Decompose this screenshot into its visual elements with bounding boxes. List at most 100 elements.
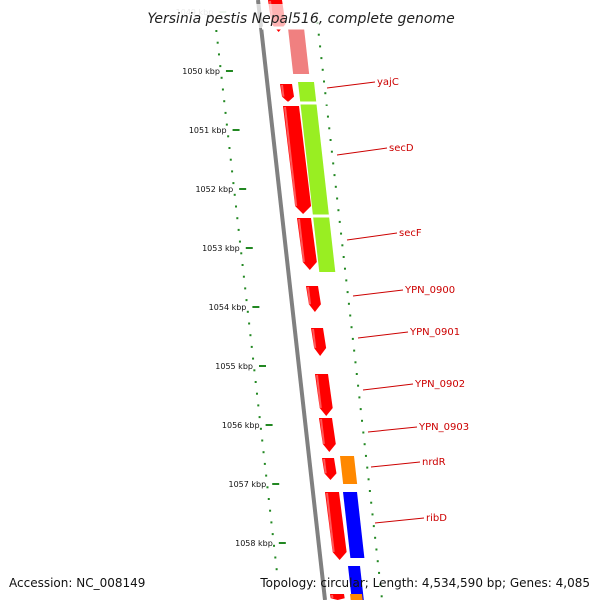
gene-label-secd: secD [389, 143, 414, 154]
gene-leader-line [326, 81, 376, 89]
gene-label-ypn_0901: YPN_0901 [409, 327, 460, 338]
cds-arrow-body [311, 328, 327, 356]
inner-ruler-dot [252, 357, 255, 360]
title-backdrop [140, 4, 460, 28]
outer-ruler-dot [364, 454, 367, 457]
inner-ruler-dot [225, 123, 228, 126]
outer-ruler-dot [359, 408, 362, 411]
cds-arrow-highlight [326, 492, 335, 553]
outer-ruler-dot [317, 33, 320, 36]
outer-ruler-dot [372, 525, 375, 528]
outer-ruler-dot [337, 209, 340, 212]
gene-leader-line [357, 331, 409, 339]
outer-ruler-dot [354, 361, 357, 364]
gene-label-group: yajC secD secF YPN_0900 YPN_0901 YPN_0902 YPN_… [326, 77, 469, 524]
outer-ruler-dot [338, 220, 341, 223]
lime-gene-block [298, 82, 336, 272]
inner-ruler-dot [275, 568, 278, 571]
accession-text: Accession: NC_008149 [9, 576, 146, 590]
cds-arrow [315, 374, 333, 416]
cds-arrow [280, 84, 295, 102]
ruler-tick-label: 1058 kbp [235, 539, 273, 548]
outer-ruler-dot [351, 337, 354, 340]
ruler-major-tick [239, 188, 247, 190]
cds-arrow [311, 328, 327, 356]
inner-ruler-dot [228, 147, 231, 149]
outer-ruler-dot [325, 103, 328, 106]
cds-arrow [283, 106, 312, 214]
gene-label-yajc: yajC [377, 77, 399, 88]
inner-ruler-dot [237, 228, 240, 231]
inner-ruler-dot [232, 182, 235, 185]
outer-ruler-dot [321, 68, 324, 71]
inner-ruler-dot [219, 65, 222, 68]
outer-ruler-dot [374, 536, 377, 539]
cds-arrow [297, 218, 317, 270]
inner-ruler-dot [262, 451, 265, 454]
inner-ruler-dot [242, 275, 245, 278]
outer-ruler-dot [343, 267, 346, 270]
gene-leader-line [346, 232, 398, 241]
cds-arrow [325, 492, 347, 560]
outer-ruler-dot [324, 92, 327, 95]
outer-ruler-dot [333, 174, 336, 177]
gene-label-ypn_0902: YPN_0902 [414, 379, 465, 390]
inner-ruler-dot [261, 439, 264, 442]
gene-leader-line [370, 461, 421, 468]
inner-ruler-dot [269, 509, 272, 512]
outer-ruler-dot [349, 314, 352, 317]
cds-arrow [306, 286, 321, 312]
inner-ruler-dot [250, 345, 253, 348]
gene-label-ypn_0900: YPN_0900 [404, 285, 455, 296]
outer-ruler-dot [320, 57, 323, 60]
inner-ruler-dot [236, 217, 239, 220]
cds-arrow [319, 418, 336, 452]
inner-ruler-dot [223, 100, 226, 103]
topology-text: Topology: circular; Length: 4,534,590 bp… [260, 576, 590, 590]
outer-ruler-dot [363, 443, 366, 446]
inner-ruler-dot [245, 299, 248, 302]
outer-ruler-dot [328, 127, 331, 130]
cds-arrow-highlight [312, 328, 317, 349]
cds-arrow-highlight [307, 286, 312, 305]
cds-arrow-body [330, 594, 345, 600]
map-title: Yersinia pestis Nepal516, complete genom… [147, 11, 454, 27]
outer-ruler-dot [342, 256, 345, 258]
outer-ruler-dot [361, 419, 364, 422]
inner-ruler-dot [221, 88, 224, 91]
outer-ruler-dot [346, 291, 349, 294]
outer-ruler-dot [368, 490, 371, 492]
inner-ruler-dot [257, 404, 260, 407]
outer-ruler-dot [330, 150, 333, 153]
ruler-major-tick [265, 424, 273, 426]
blue-gene-block-lower [348, 566, 364, 600]
gene-label-nrdr: nrdR [422, 457, 446, 468]
ruler-major-tick [245, 247, 253, 249]
outer-ruler-dot [336, 197, 339, 200]
outer-ruler-dot [347, 302, 350, 305]
outer-ruler-dot [341, 244, 344, 247]
cds-arrow-body [297, 218, 317, 270]
inner-ruler-dot [255, 392, 258, 395]
inner-ruler-dot [273, 544, 276, 547]
gene-leader-line [336, 147, 388, 156]
backbone-line [256, 0, 327, 600]
outer-ruler-dot [350, 326, 353, 329]
cds-arrow-body [283, 106, 312, 214]
inner-ruler-dot [220, 76, 223, 79]
inner-ruler-dot [267, 498, 270, 500]
inner-ruler-dot [254, 381, 257, 383]
outer-ruler-dot [326, 115, 329, 118]
cds-arrow-body [315, 374, 333, 416]
gene-label-ypn_0903: YPN_0903 [418, 422, 469, 433]
gene-leader-line [352, 289, 404, 297]
inner-ruler-dot [259, 427, 262, 430]
inner-ruler-dot [270, 521, 273, 524]
ruler-tick-label: 1050 kbp [182, 67, 220, 76]
ruler-major-tick [225, 70, 233, 72]
cds-arrow [322, 458, 337, 480]
inner-ruler-dot [271, 533, 274, 536]
outer-ruler-dot [332, 162, 335, 165]
ruler-tick-label: 1054 kbp [209, 303, 247, 312]
